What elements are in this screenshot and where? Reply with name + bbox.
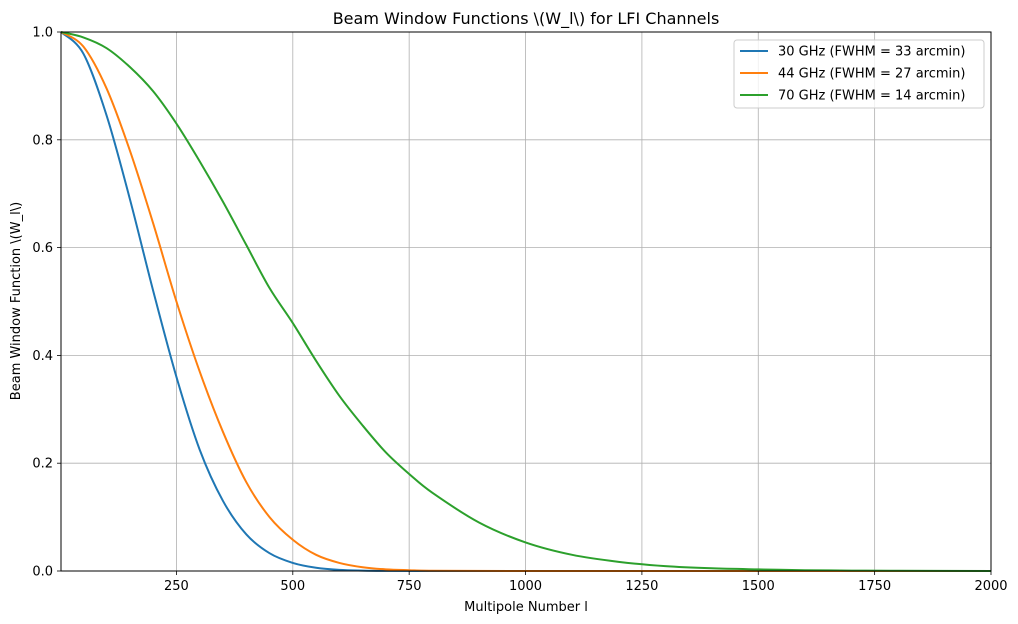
x-tick-label: 500 [280, 579, 305, 594]
x-tick-label: 750 [397, 579, 422, 594]
x-axis-label: Multipole Number l [464, 600, 588, 615]
x-tick-label: 1250 [625, 579, 658, 594]
x-tick-label: 2000 [974, 579, 1007, 594]
y-tick-label: 0.6 [32, 241, 53, 256]
legend-box [733, 39, 985, 109]
series-line [60, 31, 991, 573]
legend-label: 70 GHz (FWHM = 14 arcmin) [778, 89, 965, 104]
series-lines [60, 31, 992, 573]
axis-ticks: 250 500 750 1000 1250 1500 1750 2000 0.0 0.2 0.4 0.… [32, 26, 1007, 595]
plot-frame [60, 31, 992, 572]
series-line [60, 31, 991, 573]
x-tick-label: 250 [164, 579, 189, 594]
x-tick-label: 1000 [509, 579, 542, 594]
legend-label: 30 GHz (FWHM = 33 arcmin) [778, 45, 965, 60]
chart-title: Beam Window Functions \(W_l\) for LFI Ch… [333, 9, 720, 29]
y-tick-label: 0.4 [32, 349, 53, 364]
y-tick-label: 0.2 [32, 457, 53, 472]
x-tick-label: 1500 [742, 579, 775, 594]
legend: 30 GHz (FWHM = 33 arcmin) 44 GHz (FWHM = … [733, 39, 985, 109]
series-line [60, 31, 992, 572]
y-tick-label: 0.8 [32, 133, 53, 148]
y-tick-label: 1.0 [32, 26, 53, 41]
y-tick-label: 0.0 [32, 565, 53, 580]
x-tick-label: 1750 [858, 579, 891, 594]
grid [61, 31, 992, 572]
y-axis-label: Beam Window Function \(W_l\) [9, 202, 24, 400]
legend-label: 44 GHz (FWHM = 27 arcmin) [778, 67, 965, 82]
